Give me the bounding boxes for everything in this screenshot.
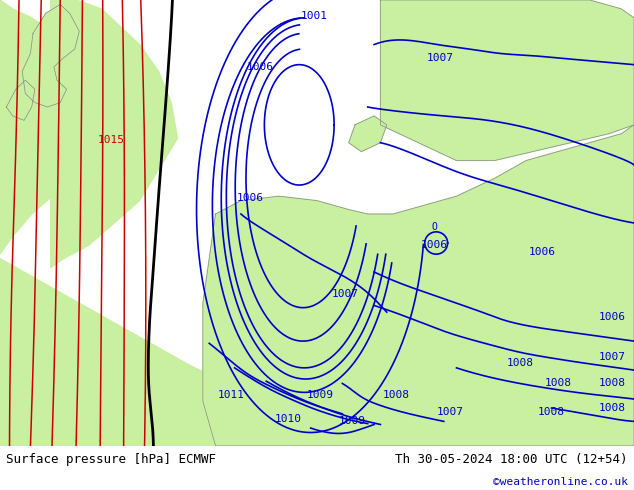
Text: 1008: 1008: [545, 378, 571, 389]
Text: 1011: 1011: [218, 390, 245, 400]
Text: 1008: 1008: [598, 403, 625, 413]
Text: 1006: 1006: [529, 247, 555, 257]
Polygon shape: [51, 0, 178, 268]
Text: 1007: 1007: [427, 53, 454, 63]
Text: Surface pressure [hPa] ECMWF: Surface pressure [hPa] ECMWF: [6, 453, 216, 466]
Text: 1007: 1007: [598, 352, 625, 362]
Polygon shape: [6, 80, 35, 121]
Text: 1010: 1010: [275, 414, 302, 424]
Text: ©weatheronline.co.uk: ©weatheronline.co.uk: [493, 477, 628, 487]
Text: 1008: 1008: [383, 390, 410, 400]
Polygon shape: [380, 0, 634, 161]
Text: 1001: 1001: [301, 11, 327, 21]
Text: Th 30-05-2024 18:00 UTC (12+54): Th 30-05-2024 18:00 UTC (12+54): [395, 453, 628, 466]
Text: 1006: 1006: [421, 240, 448, 250]
Polygon shape: [0, 259, 342, 446]
Text: 1006: 1006: [237, 194, 264, 203]
Text: 1007: 1007: [332, 289, 359, 299]
Text: 1015: 1015: [98, 135, 124, 146]
Text: 1008: 1008: [598, 378, 625, 389]
Text: 1007: 1007: [437, 408, 463, 417]
Text: 1009: 1009: [339, 416, 365, 426]
Polygon shape: [0, 0, 133, 254]
Text: 1009: 1009: [307, 390, 333, 400]
Text: O: O: [431, 222, 437, 232]
Polygon shape: [349, 116, 387, 151]
Text: 1008: 1008: [538, 408, 565, 417]
Text: 1008: 1008: [507, 358, 533, 368]
Polygon shape: [22, 4, 79, 107]
Polygon shape: [203, 125, 634, 446]
Text: 1006: 1006: [247, 62, 273, 72]
Text: 1006: 1006: [598, 312, 625, 321]
